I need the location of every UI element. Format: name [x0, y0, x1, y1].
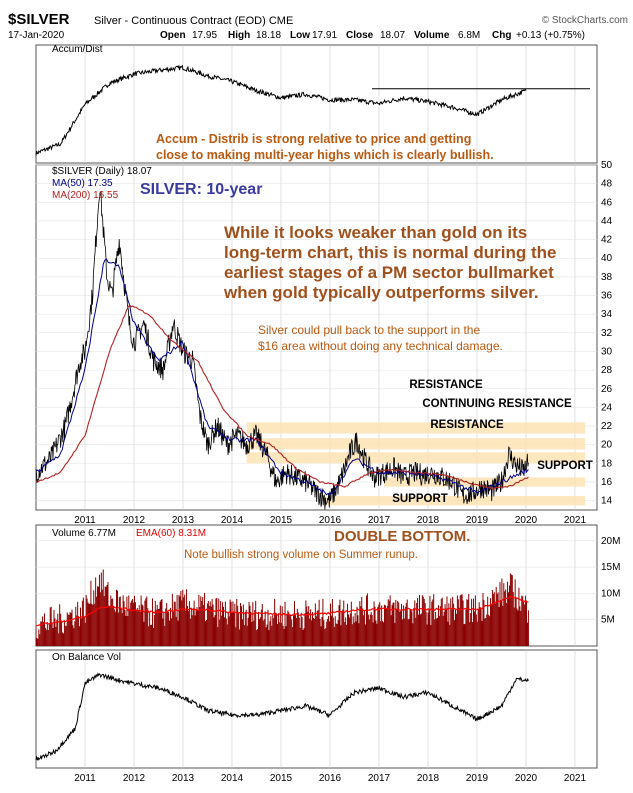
price-x-tick: 2013 [172, 515, 195, 526]
accum-line [35, 64, 527, 156]
price-y-tick: 38 [601, 272, 613, 283]
price-y-tick: 46 [601, 197, 613, 208]
price-y-tick: 16 [601, 477, 613, 488]
price-y-tick: 48 [601, 179, 613, 190]
obv-line [35, 672, 529, 761]
obv-x-tick: 2011 [74, 773, 96, 784]
price-y-tick: 20 [601, 440, 613, 451]
band-label-1: CONTINUING RESISTANCE [422, 398, 572, 410]
price-y-tick: 36 [601, 291, 613, 302]
price-y-tick: 40 [601, 253, 613, 264]
volume-y-tick: 20M [601, 536, 620, 547]
series-silver [35, 190, 529, 510]
price-y-tick: 24 [601, 402, 613, 413]
series-ma200 [36, 304, 529, 490]
accum-panel [35, 44, 598, 164]
price-x-tick: 2017 [368, 515, 391, 526]
obv-x-tick: 2014 [221, 773, 244, 784]
band-0 [246, 422, 586, 434]
price-y-tick: 50 [601, 160, 613, 171]
volume-y-tick: 15M [601, 562, 620, 573]
obv-x-tick: 2017 [368, 773, 391, 784]
price-y-tick: 32 [601, 328, 613, 339]
price-x-tick: 2020 [515, 515, 538, 526]
price-x-tick: 2019 [466, 515, 489, 526]
price-y-tick: 26 [601, 384, 613, 395]
ema-line [35, 595, 529, 627]
obv-x-tick: 2019 [466, 773, 489, 784]
price-y-tick: 28 [601, 365, 613, 376]
price-x-tick: 2018 [417, 515, 440, 526]
price-x-tick: 2016 [319, 515, 342, 526]
price-y-tick: 34 [601, 309, 613, 320]
band-label-2: RESISTANCE [430, 419, 504, 431]
price-y-tick: 22 [601, 421, 613, 432]
volume-y-tick: 5M [601, 615, 615, 626]
obv-x-tick: 2013 [172, 773, 195, 784]
band-1 [246, 438, 586, 450]
obv-x-tick: 2015 [270, 773, 293, 784]
band-2 [246, 452, 586, 464]
obv-x-tick: 2016 [319, 773, 342, 784]
price-y-tick: 44 [601, 216, 613, 227]
price-x-tick: 2021 [564, 515, 587, 526]
band-label-3: SUPPORT [537, 460, 593, 472]
price-y-tick: 14 [601, 496, 613, 507]
price-x-tick: 2011 [74, 515, 96, 526]
volume-y-tick: 10M [601, 588, 620, 599]
price-y-tick: 42 [601, 235, 613, 246]
price-x-tick: 2012 [123, 515, 146, 526]
series-ma50 [35, 258, 529, 496]
obv-x-tick: 2012 [123, 773, 146, 784]
obv-x-tick: 2021 [564, 773, 587, 784]
price-x-tick: 2014 [221, 515, 244, 526]
price-x-tick: 2015 [270, 515, 293, 526]
band-label-4: SUPPORT [392, 493, 448, 505]
obv-x-tick: 2020 [515, 773, 538, 784]
obv-x-tick: 2018 [417, 773, 440, 784]
price-y-tick: 30 [601, 346, 613, 357]
band-4 [325, 496, 585, 506]
band-label-0: RESISTANCE [409, 379, 483, 391]
price-y-tick: 18 [601, 458, 613, 469]
